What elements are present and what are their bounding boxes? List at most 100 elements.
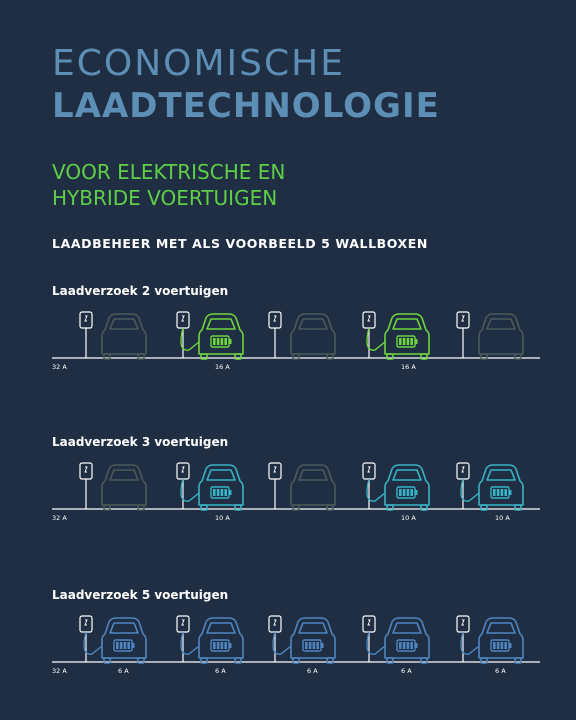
- battery-cell: [216, 338, 220, 345]
- battery-cell: [406, 642, 410, 649]
- wallbox-current-label: 16 A: [401, 363, 416, 371]
- battery-tip: [132, 643, 135, 648]
- title-line-2: LAADTECHNOLOGIE: [52, 86, 440, 126]
- charger-icon: [79, 615, 93, 633]
- bolt-icon: [461, 619, 465, 626]
- battery-cell: [312, 642, 316, 649]
- subtitle-line-1: VOOR ELEKTRISCHE EN: [52, 160, 286, 184]
- charging-cable: [180, 327, 200, 351]
- battery-cell: [399, 338, 402, 345]
- battery-cell: [116, 642, 119, 649]
- bolt-icon: [461, 315, 465, 322]
- battery-cell: [399, 489, 402, 496]
- charging-cable: [180, 478, 200, 502]
- wallbox-slot: 16 A: [176, 311, 244, 371]
- wallbox-slot: [268, 462, 336, 511]
- wallbox-slot: 16 A: [362, 311, 430, 371]
- section-heading: LAADBEHEER MET ALS VOORBEELD 5 WALLBOXEN: [52, 236, 428, 251]
- battery-cell: [402, 642, 406, 649]
- bolt-icon: [367, 466, 371, 473]
- wallbox-slot: [456, 311, 524, 360]
- charger-icon: [268, 462, 282, 480]
- charger-icon: [456, 462, 470, 480]
- bolt-icon: [181, 619, 185, 626]
- battery-cell: [496, 642, 500, 649]
- battery-tip: [509, 490, 512, 495]
- battery-cell: [410, 642, 413, 649]
- total-current-label: 32 A: [52, 667, 67, 675]
- scenario-row-5-vehicles: 32 A 6 A 6 A 6 A 6 A 6 A: [52, 615, 540, 675]
- wallbox-slot: 6 A: [268, 615, 336, 675]
- charger-icon: [362, 462, 376, 480]
- battery-cell: [216, 642, 220, 649]
- battery-cell: [119, 642, 123, 649]
- title-line-1: ECONOMISCHE: [52, 43, 345, 84]
- car-icon: [384, 617, 430, 664]
- charging-cable: [366, 478, 386, 502]
- battery-cell: [399, 642, 402, 649]
- battery-cell: [127, 642, 130, 649]
- charger-icon: [362, 615, 376, 633]
- battery-tip: [415, 339, 418, 344]
- battery-cell: [123, 642, 127, 649]
- car-icon: [384, 464, 430, 511]
- car-icon: [290, 617, 336, 664]
- car-icon: [101, 464, 147, 511]
- battery-cell: [504, 489, 507, 496]
- charger-icon: [176, 311, 190, 329]
- battery-cell: [500, 489, 504, 496]
- battery-cell: [220, 489, 224, 496]
- battery-cell: [213, 642, 216, 649]
- car-icon: [290, 313, 336, 360]
- wallbox-slot: [268, 311, 336, 360]
- charging-cable: [83, 631, 103, 655]
- battery-cell: [213, 338, 216, 345]
- charger-icon: [79, 311, 93, 329]
- wallbox-slot: 10 A: [176, 462, 244, 522]
- battery-cell: [410, 489, 413, 496]
- car-icon: [478, 313, 524, 360]
- bolt-icon: [181, 315, 185, 322]
- car-icon: [384, 313, 430, 360]
- battery-cell: [213, 489, 216, 496]
- charging-cable: [460, 478, 480, 502]
- battery-cell: [406, 489, 410, 496]
- wallbox-current-label: 6 A: [401, 667, 412, 675]
- battery-cell: [220, 642, 224, 649]
- charging-cable: [180, 631, 200, 655]
- bolt-icon: [273, 315, 277, 322]
- bolt-icon: [273, 466, 277, 473]
- battery-cell: [305, 642, 308, 649]
- battery-tip: [229, 643, 232, 648]
- bolt-icon: [367, 315, 371, 322]
- wallbox-slot: 10 A: [362, 462, 430, 522]
- battery-cell: [493, 642, 496, 649]
- wallbox-slot: 6 A: [456, 615, 524, 675]
- wallbox-slot: [79, 462, 147, 511]
- scenario-row-3-vehicles: 32 A 10 A 10 A 10 A: [52, 462, 540, 522]
- battery-cell: [410, 338, 413, 345]
- scenario-label-2: Laadverzoek 2 voertuigen: [52, 284, 229, 298]
- bolt-icon: [84, 315, 88, 322]
- battery-tip: [229, 339, 232, 344]
- car-icon: [478, 617, 524, 664]
- battery-tip: [229, 490, 232, 495]
- battery-cell: [224, 489, 227, 496]
- wallbox-slot: [79, 311, 147, 360]
- charger-icon: [176, 462, 190, 480]
- battery-cell: [402, 489, 406, 496]
- car-icon: [198, 617, 244, 664]
- bolt-icon: [273, 619, 277, 626]
- battery-cell: [402, 338, 406, 345]
- car-icon: [101, 313, 147, 360]
- car-icon: [290, 464, 336, 511]
- total-current-label: 32 A: [52, 514, 67, 522]
- wallbox-slot: 6 A: [79, 615, 147, 675]
- car-icon: [198, 464, 244, 511]
- charging-cable: [460, 631, 480, 655]
- charger-icon: [362, 311, 376, 329]
- battery-cell: [308, 642, 312, 649]
- wallbox-current-label: 10 A: [401, 514, 416, 522]
- car-icon: [101, 617, 147, 664]
- charging-cable: [366, 631, 386, 655]
